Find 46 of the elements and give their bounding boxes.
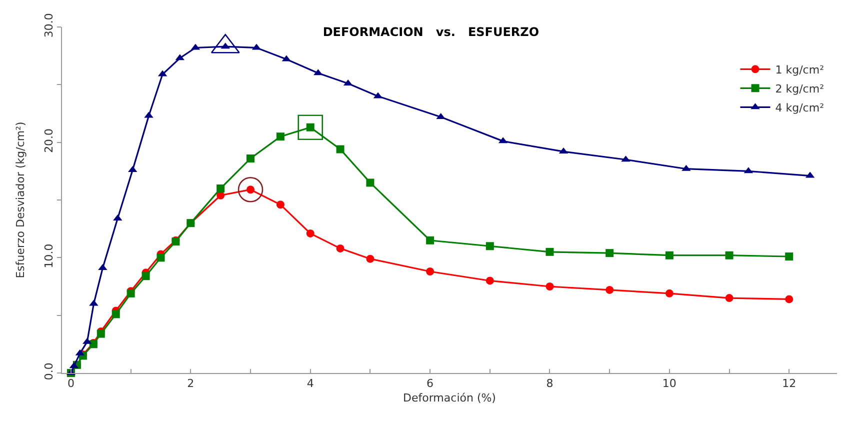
x-tick-label: 2 bbox=[187, 377, 194, 390]
point bbox=[665, 289, 674, 298]
point bbox=[546, 248, 554, 256]
x-tick-label: 4 bbox=[306, 377, 314, 390]
y-tick-label: 10.0 bbox=[42, 244, 56, 268]
point bbox=[426, 268, 434, 276]
x-tick-label: 0 bbox=[67, 377, 74, 390]
y-tick-label: 30.0 bbox=[42, 13, 56, 38]
y-tick-label: 20.0 bbox=[42, 128, 56, 153]
point bbox=[546, 282, 554, 290]
x-tick-label: 12 bbox=[782, 377, 796, 390]
point bbox=[112, 310, 120, 318]
point bbox=[216, 191, 225, 200]
legend-label: 4 kg/cm² bbox=[775, 101, 824, 114]
point bbox=[606, 249, 614, 258]
point bbox=[276, 200, 284, 209]
point bbox=[306, 229, 314, 238]
point bbox=[486, 276, 494, 285]
point bbox=[366, 254, 374, 263]
point bbox=[336, 145, 344, 154]
point bbox=[785, 295, 794, 304]
point bbox=[725, 294, 734, 302]
point bbox=[216, 184, 225, 192]
x-axis-title: Deformación (%) bbox=[403, 391, 496, 404]
point bbox=[246, 154, 255, 162]
x-tick-label: 8 bbox=[546, 377, 554, 390]
point bbox=[96, 330, 105, 338]
point bbox=[725, 251, 734, 260]
y-axis-title: Esfuerzo Desviador (kg/cm²) bbox=[14, 122, 28, 278]
legend-label: 1 kg/cm² bbox=[775, 63, 824, 76]
point bbox=[142, 272, 150, 280]
point bbox=[276, 132, 284, 141]
point bbox=[426, 236, 434, 244]
x-tick-label: 6 bbox=[426, 377, 434, 390]
point bbox=[486, 242, 494, 250]
point bbox=[336, 244, 344, 252]
point bbox=[665, 251, 674, 260]
y-tick-label: 0.0 bbox=[42, 362, 56, 380]
point bbox=[606, 286, 614, 294]
point bbox=[366, 178, 374, 187]
chart-title: DEFORMACION vs. ESFUERZO bbox=[322, 24, 540, 39]
point bbox=[238, 176, 264, 202]
point bbox=[785, 252, 794, 261]
point bbox=[156, 254, 165, 262]
legend-label: 2 kg/cm² bbox=[775, 82, 824, 96]
x-tick-label: 10 bbox=[662, 377, 676, 390]
